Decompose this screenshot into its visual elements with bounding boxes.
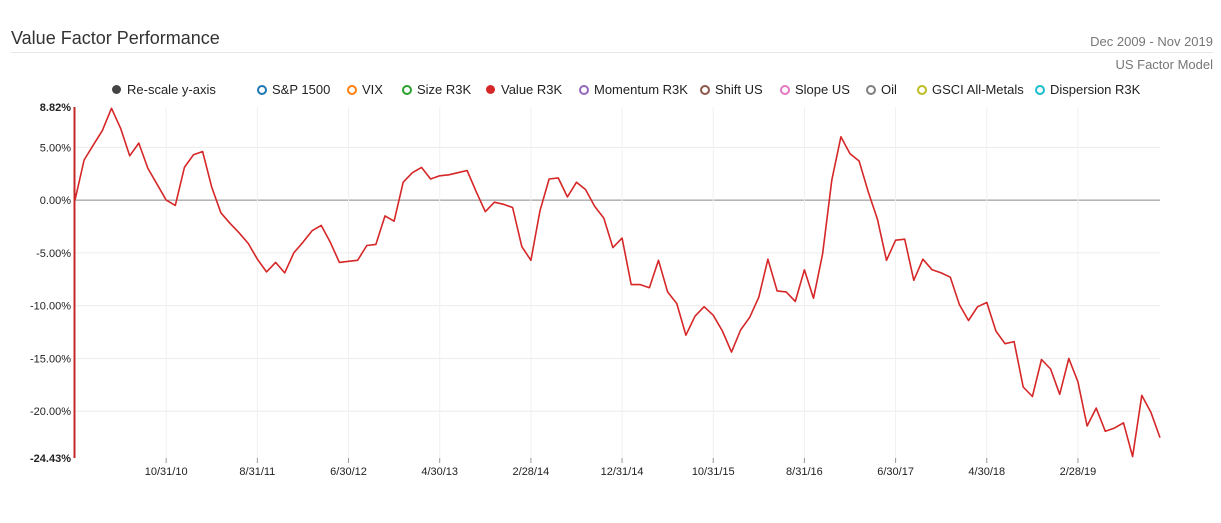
- legend-item-value-r3k[interactable]: Value R3K: [486, 82, 562, 97]
- y-tick-label: -5.00%: [36, 248, 71, 260]
- y-tick-label: -24.43%: [30, 453, 71, 465]
- legend-item-slope-us[interactable]: Slope US: [780, 82, 850, 97]
- legend-circle-icon: [866, 84, 876, 95]
- legend-item-sp1500[interactable]: S&P 1500: [257, 82, 330, 97]
- header-divider: [11, 52, 1213, 53]
- y-tick-label: 0.00%: [40, 195, 71, 207]
- x-tick-label: 4/30/13: [421, 466, 458, 478]
- y-tick-label: -15.00%: [30, 353, 71, 365]
- legend-label: Dispersion R3K: [1050, 82, 1141, 97]
- x-tick-label: 2/28/14: [513, 466, 550, 478]
- x-tick-label: 12/31/14: [601, 466, 644, 478]
- series-line-value-r3k: [74, 107, 1161, 458]
- x-tick-label: 8/31/11: [239, 466, 275, 478]
- legend-circle-icon: [700, 84, 710, 95]
- legend-circle-icon: [1035, 84, 1045, 95]
- legend-item-shift-us[interactable]: Shift US: [700, 82, 763, 97]
- legend-circle-icon: [579, 84, 589, 95]
- legend-item-gsci-all-metals[interactable]: GSCI All-Metals: [917, 82, 1024, 97]
- y-tick-label: -10.00%: [30, 301, 71, 313]
- rescale-dot-icon: [112, 85, 121, 94]
- legend-circle-icon: [486, 85, 495, 94]
- x-tick-label: 10/31/15: [692, 466, 735, 478]
- legend-label: Momentum R3K: [594, 82, 688, 97]
- rescale-y-axis-toggle[interactable]: Re-scale y-axis: [112, 82, 216, 97]
- legend-circle-icon: [347, 84, 357, 95]
- x-tick-label: 10/31/10: [145, 466, 188, 478]
- legend-circle-icon: [257, 84, 267, 95]
- legend-label: Shift US: [715, 82, 763, 97]
- legend-item-size-r3k[interactable]: Size R3K: [402, 82, 471, 97]
- y-tick-label: -20.00%: [30, 406, 71, 418]
- rescale-label: Re-scale y-axis: [127, 82, 216, 97]
- legend-label: Size R3K: [417, 82, 472, 97]
- legend-circle-icon: [402, 84, 412, 95]
- legend-circle-icon: [780, 84, 790, 95]
- legend-item-dispersion-r3k[interactable]: Dispersion R3K: [1035, 82, 1140, 97]
- x-tick-label: 6/30/12: [330, 466, 367, 478]
- y-tick-label: 8.82%: [40, 102, 71, 114]
- legend-item-oil[interactable]: Oil: [866, 82, 897, 97]
- legend-circle-icon: [917, 84, 927, 95]
- legend-label: VIX: [362, 82, 383, 97]
- legend-label: Slope US: [795, 82, 850, 97]
- x-tick-label: 8/31/16: [786, 466, 823, 478]
- legend-label: Oil: [881, 82, 897, 97]
- legend-label: GSCI All-Metals: [932, 82, 1024, 97]
- legend-label: S&P 1500: [272, 82, 331, 97]
- legend-label: Value R3K: [501, 82, 563, 97]
- y-tick-label: 5.00%: [40, 142, 71, 154]
- legend-item-vix[interactable]: VIX: [347, 82, 383, 97]
- x-tick-label: 6/30/17: [877, 466, 914, 478]
- x-tick-label: 2/28/19: [1060, 466, 1097, 478]
- date-range-label: Dec 2009 - Nov 2019: [1090, 34, 1213, 49]
- x-tick-label: 4/30/18: [968, 466, 1005, 478]
- model-label: US Factor Model: [1115, 57, 1213, 72]
- chart-title: Value Factor Performance: [11, 28, 220, 48]
- legend-item-momentum-r3k[interactable]: Momentum R3K: [579, 82, 688, 97]
